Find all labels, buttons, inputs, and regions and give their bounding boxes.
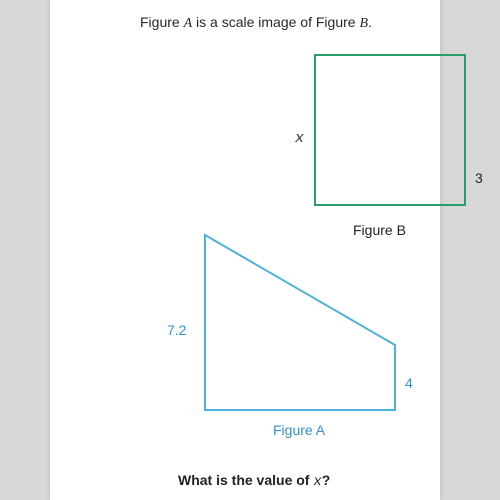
question-suffix: ? [322,472,331,488]
title-figure-a: A [184,16,193,31]
figures-svg [105,40,485,430]
question-prefix: What is the value of [178,472,313,488]
figure-a-label: Figure A [273,422,325,438]
question-var: x [313,474,321,490]
title-mid: is a scale image of Figure [192,14,359,30]
title-figure-b: B [359,16,368,31]
worksheet-paper: Figure A is a scale image of Figure B. x… [50,0,440,500]
label-3: 3 [475,170,483,186]
figure-b-label: Figure B [353,222,406,238]
figure-a-polygon [205,235,395,410]
title-prefix: Figure [140,14,184,30]
diagram-panel: x 3 Figure B 7.2 4 Figure A [105,40,485,430]
problem-title: Figure A is a scale image of Figure B. [140,14,372,32]
label-4: 4 [405,375,413,391]
label-7-2: 7.2 [167,322,186,338]
label-x: x [295,130,304,147]
figure-b-polygon [315,55,465,205]
title-suffix: . [368,14,372,30]
question-text: What is the value of x? [178,472,330,490]
